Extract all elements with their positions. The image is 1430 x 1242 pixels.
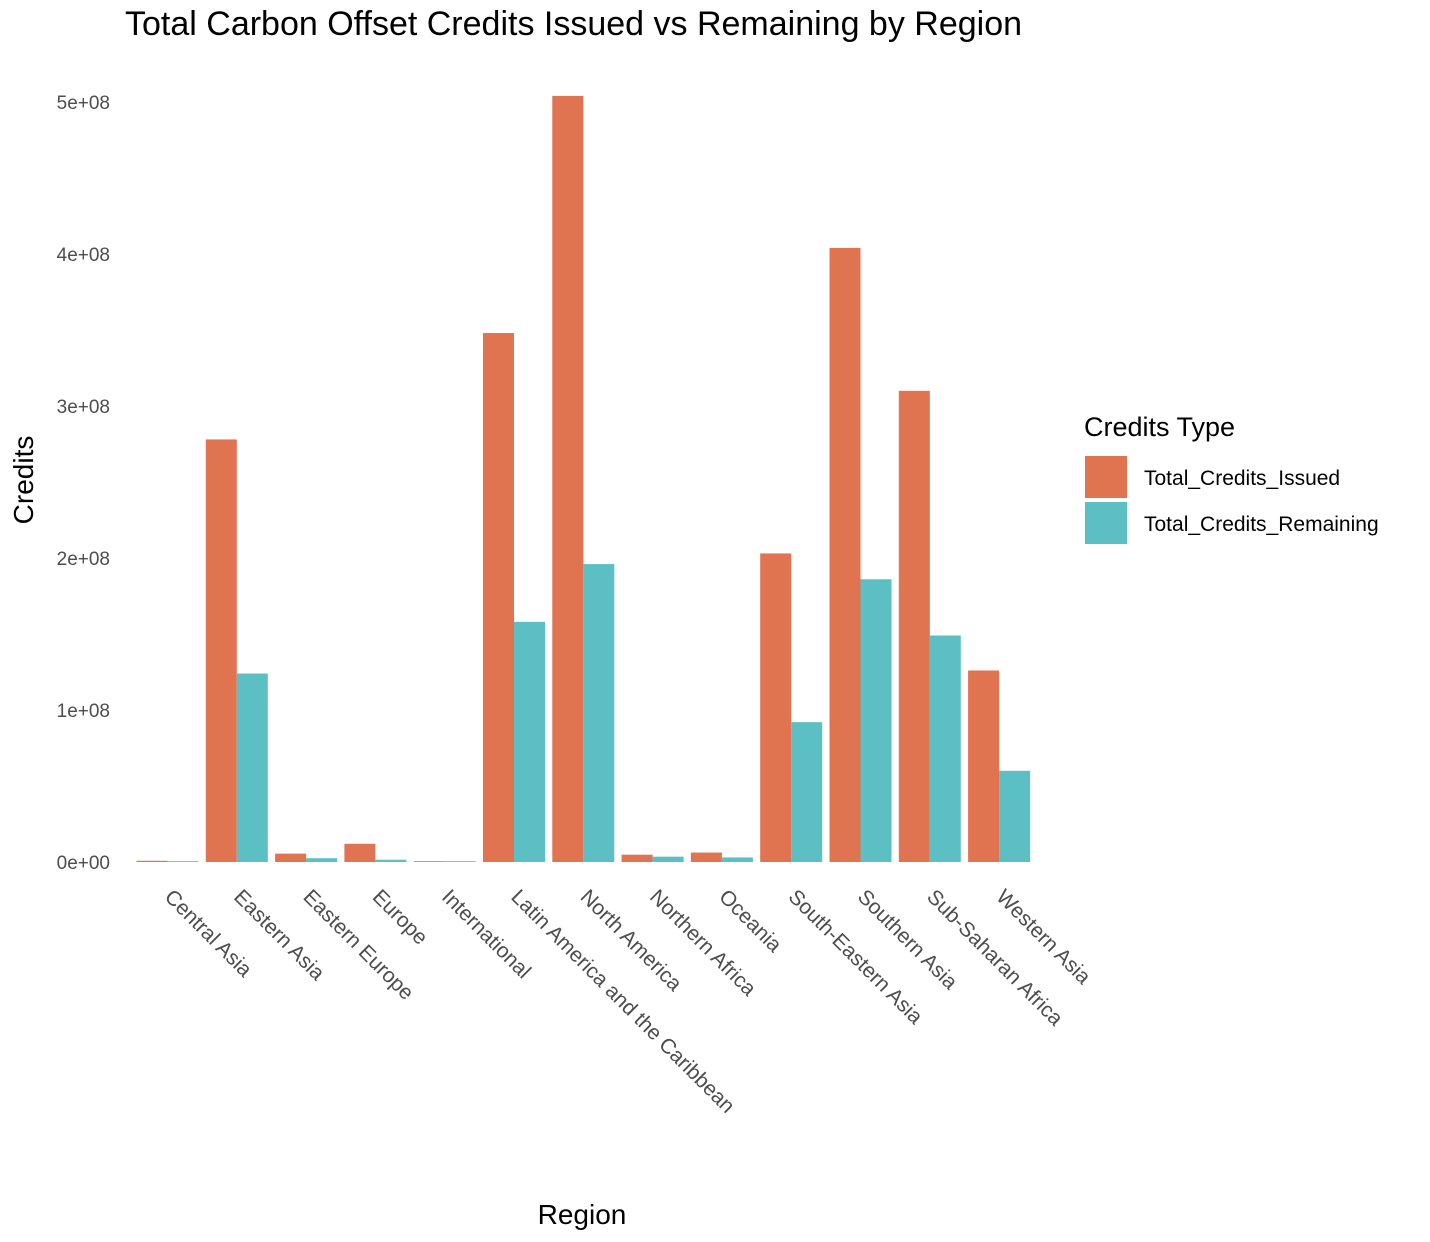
legend-swatch [1085,502,1127,544]
bar-remaining [583,564,615,862]
legend-items: Total_Credits_Issued Total_Credits_Remain… [1085,456,1379,544]
bar-issued [483,333,514,862]
x-tick-label: South-Eastern Asia [784,885,928,1029]
bar-issued [413,861,445,862]
bar-issued [136,860,168,862]
y-tick-label: 3e+08 [57,397,110,418]
bar-remaining [652,856,684,862]
bar-issued [275,853,307,862]
y-tick-label: 5e+08 [57,93,110,114]
bar-issued [344,843,376,862]
legend-label: Total_Credits_Remaining [1144,513,1379,536]
bar-issued [205,439,237,862]
bar-issued [690,852,722,862]
bar-issued [760,553,792,862]
bar-remaining [721,857,753,862]
legend-label: Total_Credits_Issued [1144,467,1340,490]
bar-remaining [236,673,268,862]
x-tick-label: Oceania [714,885,786,957]
y-tick-label: 0e+00 [57,853,110,874]
y-tick-label: 2e+08 [57,549,110,570]
bar-issued [968,670,1000,862]
legend: Credits Type Total_Credits_IssuedTotal_C… [1084,412,1379,544]
bar-remaining [444,861,476,862]
bar-issued [621,854,653,862]
bar-remaining [514,621,545,862]
y-tick-label: 1e+08 [57,701,110,722]
bar-remaining [999,770,1031,862]
x-tick-label: Sub-Saharan Africa [922,885,1067,1030]
bar-issued [829,247,861,863]
bar-remaining [375,859,407,862]
bar-remaining [167,861,199,862]
bar-remaining [791,722,823,862]
bar-issued [552,95,584,863]
bar-remaining [306,858,338,862]
chart-title: Total Carbon Offset Credits Issued vs Re… [125,5,1022,43]
x-tick-label: Europe [368,885,432,949]
bar-issued [898,390,930,862]
y-axis-ticks: 0e+00 1e+08 2e+08 3e+08 4e+08 5e+08 [57,93,110,874]
y-axis-title: Credits [8,436,39,525]
y-tick-label: 4e+08 [57,245,110,266]
bar-remaining [860,579,892,862]
legend-title: Credits Type [1084,412,1235,442]
bar-remaining [929,635,961,862]
bars [136,95,1031,863]
legend-swatch [1085,456,1127,498]
x-axis-title: Region [538,1199,627,1230]
